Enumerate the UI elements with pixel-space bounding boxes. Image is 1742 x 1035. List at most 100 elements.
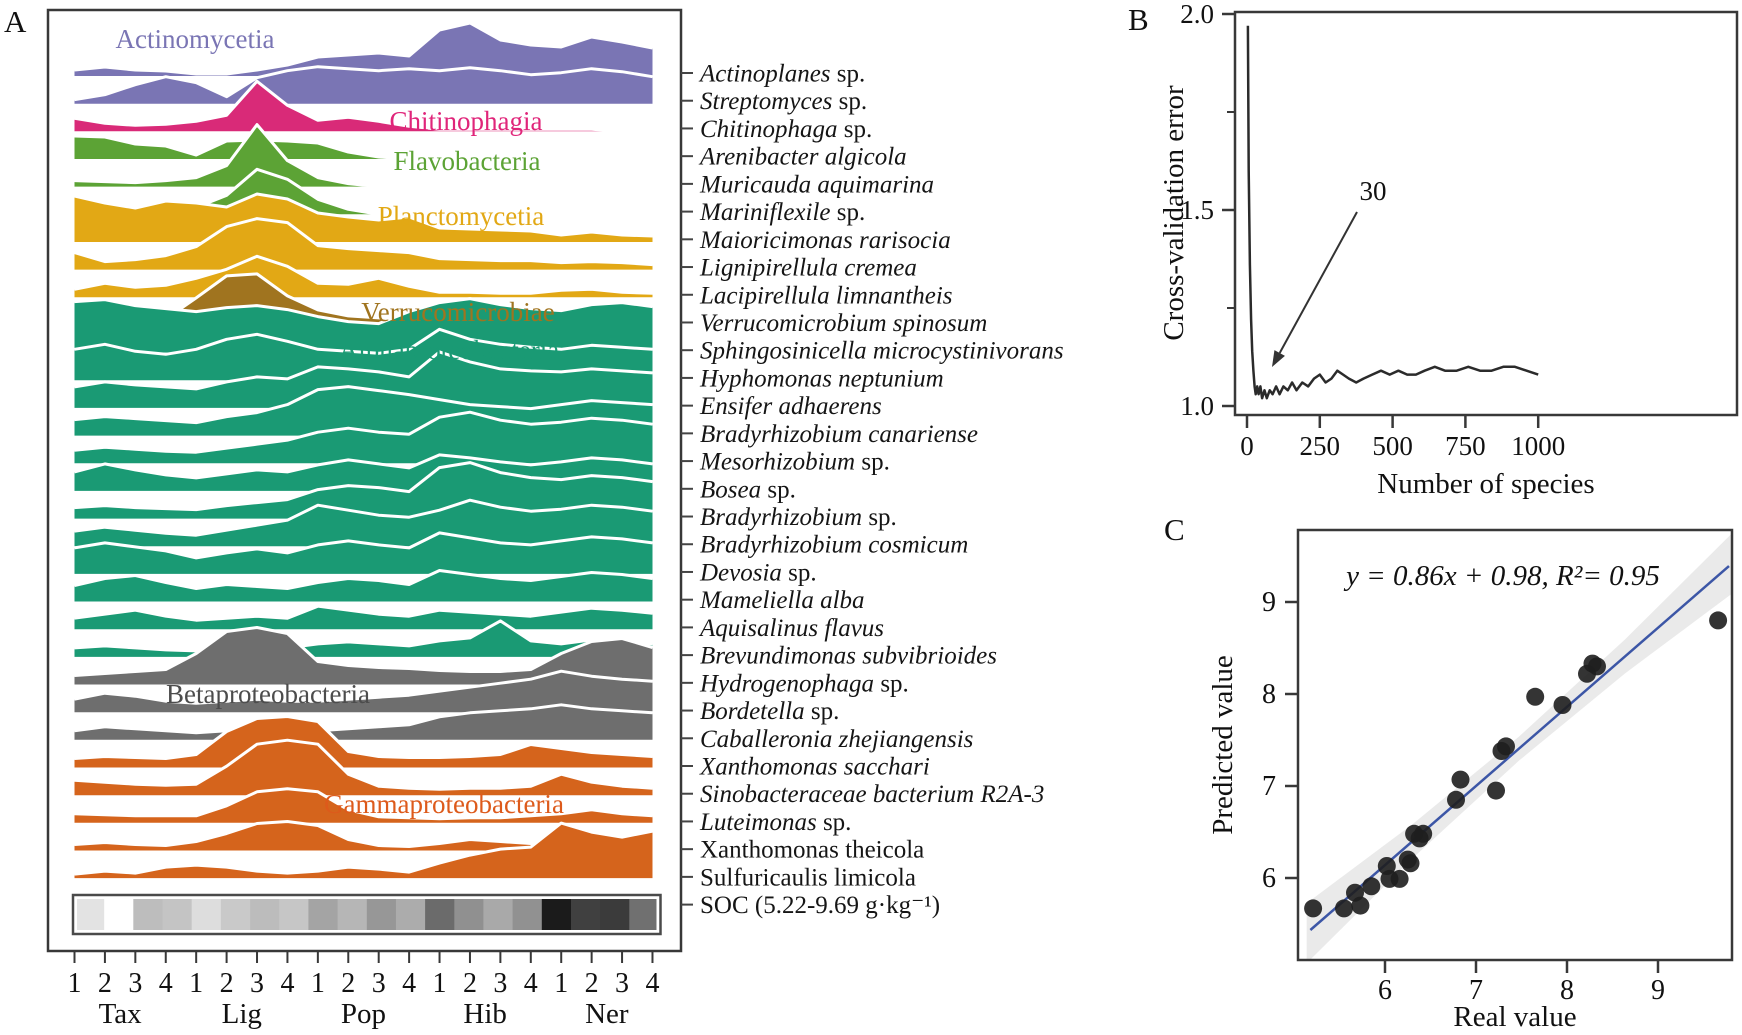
b-cv-error-curve xyxy=(1246,25,1539,400)
soc-cell-19 xyxy=(629,897,660,932)
a-x-tick-label-6: 3 xyxy=(250,968,264,999)
class-label-alphaproteobacteria: Alphaproteobacteria xyxy=(339,335,559,365)
b-y-tick-label-2: 2.0 xyxy=(1180,0,1214,29)
panel-a-box xyxy=(46,8,683,953)
c-y-tick-label-0: 6 xyxy=(1262,863,1276,894)
c-scatter-point-3 xyxy=(1351,896,1370,915)
ridge-area-22 xyxy=(74,627,653,685)
ridge-outline-24 xyxy=(74,703,653,735)
c-scatter-point-12 xyxy=(1414,824,1433,843)
ridge-outline-27 xyxy=(74,787,653,821)
species-label-5: Mariniflexile sp. xyxy=(699,199,865,226)
species-label-29: Sulfuricaulis limicola xyxy=(700,864,916,891)
soc-cell-1 xyxy=(104,897,134,932)
a-x-tick-label-16: 1 xyxy=(554,968,568,999)
c-equation: y = 0.86x + 0.98, R²= 0.95 xyxy=(1343,560,1660,592)
c-scatter-point-18 xyxy=(1526,687,1545,706)
c-scatter-point-19 xyxy=(1553,696,1572,714)
a-x-tick-label-14: 3 xyxy=(493,968,507,999)
ridge-outline-29 xyxy=(74,821,653,876)
b-y-tick-label-0: 1.0 xyxy=(1180,391,1214,421)
ridge-outline-25 xyxy=(74,715,653,760)
species-label-28: Xanthomonas theicola xyxy=(700,837,924,864)
species-label-16: Bradyrhizobium sp. xyxy=(700,504,897,531)
soc-cell-11 xyxy=(395,897,426,932)
ridge-area-3 xyxy=(74,136,653,159)
ridge-area-19 xyxy=(74,570,653,602)
c-scatter-point-15 xyxy=(1487,781,1505,800)
soc-strip-border xyxy=(71,893,662,936)
soc-cell-5 xyxy=(220,897,251,932)
b-x-tick-label-1: 250 xyxy=(1300,431,1341,461)
a-x-tick-label-17: 2 xyxy=(585,968,599,999)
soc-cell-3 xyxy=(162,897,193,932)
b-y-axis-title: Cross-validation error xyxy=(1158,85,1190,341)
species-label-2: Chitinophaga sp. xyxy=(700,116,872,143)
ridge-outline-26 xyxy=(74,738,653,791)
class-label-chitinophagia: Chitinophagia xyxy=(390,106,543,136)
ridge-area-2 xyxy=(74,81,653,132)
c-x-tick-label-3: 9 xyxy=(1651,975,1665,1006)
species-label-17: Bradyrhizobium cosmicum xyxy=(700,532,968,559)
panel-c-data xyxy=(1304,534,1731,960)
species-label-24: Caballeronia zhejiangensis xyxy=(700,726,973,753)
ridge-area-10 xyxy=(74,298,653,353)
panel-a-letter: A xyxy=(4,4,27,39)
ridge-area-16 xyxy=(74,462,653,519)
species-label-20: Aquisalinus flavus xyxy=(698,615,884,642)
ridge-outline-15 xyxy=(74,453,653,480)
b-x-axis-title: Number of species xyxy=(1377,468,1594,500)
ridge-area-27 xyxy=(74,788,653,823)
ridge-outline-12 xyxy=(74,350,653,391)
c-scatter-point-14 xyxy=(1451,770,1470,789)
ridge-outline-7 xyxy=(74,217,653,267)
soc-cell-12 xyxy=(425,897,455,932)
a-x-tick-label-0: 1 xyxy=(68,968,82,999)
ridge-outline-17 xyxy=(74,498,653,537)
a-group-label-ner: Ner xyxy=(585,998,629,1030)
soc-cell-16 xyxy=(541,897,572,932)
species-label-0: Actinoplanes sp. xyxy=(698,61,865,88)
soc-cell-9 xyxy=(337,897,368,932)
species-label-12: Ensifer adhaerens xyxy=(699,393,882,420)
species-label-22: Hydrogenophaga sp. xyxy=(699,670,909,697)
a-x-tick-label-5: 2 xyxy=(220,968,234,999)
ridge-outline-16 xyxy=(74,461,653,512)
species-label-8: Lacipirellula limnantheis xyxy=(699,282,953,309)
a-x-tick-label-7: 4 xyxy=(280,968,294,999)
c-y-tick-label-3: 9 xyxy=(1262,587,1276,618)
soc-strip-inner-border xyxy=(73,895,661,934)
soc-cell-15 xyxy=(512,897,543,932)
class-label-betaproteobacteria: Betaproteobacteria xyxy=(166,679,370,709)
species-label-14: Mesorhizobium sp. xyxy=(699,449,890,476)
panel-c-letter: C xyxy=(1164,512,1185,547)
species-label-15: Bosea sp. xyxy=(700,476,796,503)
soc-cell-8 xyxy=(308,897,339,932)
soc-cell-17 xyxy=(571,897,601,932)
c-regression-line xyxy=(1309,565,1730,931)
class-label-gammaproteobacteria: Gammaproteobacteria xyxy=(324,789,564,819)
c-scatter-point-22 xyxy=(1588,657,1606,676)
panel-b-box xyxy=(1233,10,1739,417)
species-label-13: Bradyrhizobium canariense xyxy=(700,421,978,448)
panel-c-box xyxy=(1296,528,1734,962)
species-label-26: Sinobacteraceae bacterium R2A-3 xyxy=(700,781,1044,808)
ridge-outline-14 xyxy=(74,410,653,454)
b-x-tick-label-2: 500 xyxy=(1372,431,1413,461)
soc-cell-13 xyxy=(454,897,485,932)
ridge-area-7 xyxy=(74,218,653,270)
ridge-area-25 xyxy=(74,716,653,768)
b-x-tick-label-3: 750 xyxy=(1445,431,1486,461)
c-scatter-point-1 xyxy=(1335,899,1353,918)
soc-cell-6 xyxy=(250,897,280,932)
c-scatter-point-23 xyxy=(1709,611,1728,630)
class-label-planctomycetia: Planctomycetia xyxy=(378,201,544,231)
b-x-tick-label-0: 0 xyxy=(1240,431,1254,461)
b-annotation-30: 30 xyxy=(1360,176,1387,206)
soc-cell-14 xyxy=(483,897,514,932)
ridge-area-12 xyxy=(74,351,653,408)
a-x-tick-label-12: 1 xyxy=(433,968,447,999)
